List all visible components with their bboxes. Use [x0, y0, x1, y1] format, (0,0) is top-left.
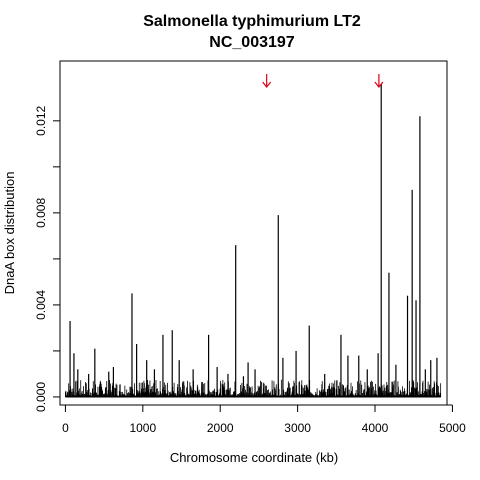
x-tick-label: 1000	[129, 421, 156, 435]
y-tick-label: 0.004	[34, 290, 48, 320]
x-axis-label: Chromosome coordinate (kb)	[170, 450, 338, 465]
chart-subtitle: NC_003197	[209, 34, 295, 51]
x-tick-label: 5000	[439, 421, 466, 435]
x-tick-label: 3000	[284, 421, 311, 435]
x-tick-label: 0	[62, 421, 69, 435]
x-tick-label: 4000	[362, 421, 389, 435]
y-tick-label: 0.008	[34, 198, 48, 228]
ori-arrow-icon	[374, 74, 384, 88]
y-axis-label: DnaA box distribution	[2, 172, 17, 295]
y-tick-label: 0.000	[34, 382, 48, 412]
background-distribution	[65, 379, 442, 397]
y-axis: 0.000 0.004 0.008 0.012	[34, 105, 61, 412]
x-tick-label: 2000	[207, 421, 234, 435]
ori-arrow-icon	[262, 74, 272, 88]
x-axis: 0 1000 2000 3000 4000 5000	[62, 404, 466, 435]
data-bars	[65, 84, 442, 398]
chart-title: Salmonella typhimurium LT2	[143, 13, 361, 30]
y-tick-label: 0.012	[34, 105, 48, 135]
ori-arrows	[262, 74, 384, 88]
